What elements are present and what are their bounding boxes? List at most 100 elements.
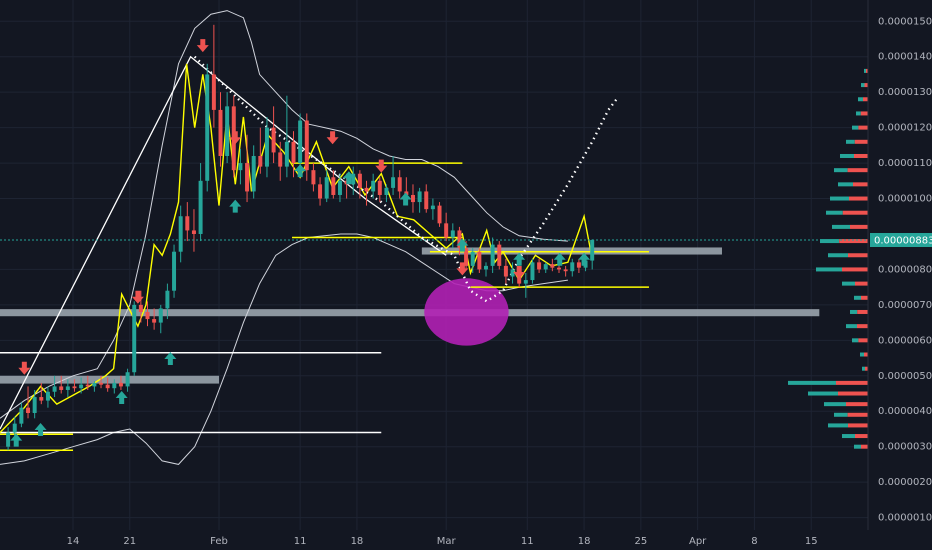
- volume-bar-up: [858, 97, 863, 102]
- candle-body: [45, 391, 50, 401]
- candle-body: [12, 423, 17, 433]
- candle-body: [430, 205, 435, 210]
- candle-body: [92, 382, 97, 387]
- candle-body: [72, 386, 77, 389]
- candle-body: [132, 304, 137, 373]
- candle-body: [357, 173, 362, 188]
- buy-signal-arrow: [164, 352, 177, 366]
- buy-signal-arrow: [553, 252, 566, 266]
- candle-body: [484, 265, 488, 270]
- volume-bar-up: [861, 83, 865, 88]
- candle-body: [26, 407, 31, 414]
- candlesticks: [6, 24, 595, 451]
- volume-bar-up: [846, 139, 855, 144]
- volume-bar-down: [858, 125, 868, 130]
- volume-bar-down: [864, 83, 868, 88]
- volume-bar-up: [846, 324, 857, 329]
- support-resistance-zones: [0, 247, 820, 384]
- candle-body: [318, 184, 323, 199]
- volume-bar-down: [854, 153, 868, 158]
- candle-body: [510, 269, 515, 277]
- volume-bar-up: [838, 182, 853, 187]
- buy-signal-arrow: [342, 171, 355, 185]
- sell-signal-arrow: [456, 262, 469, 276]
- candle-body: [291, 141, 296, 164]
- current-price-label: 0.00000883: [874, 236, 932, 247]
- candle-body: [39, 397, 44, 401]
- candle-body: [125, 372, 130, 387]
- volume-bar-up: [788, 380, 836, 385]
- candle-body: [550, 264, 555, 268]
- volume-bar-up: [826, 210, 843, 215]
- sell-signal-arrow: [196, 39, 209, 53]
- volume-bar-up: [834, 168, 848, 173]
- candle-body: [497, 244, 502, 266]
- candle-body: [457, 230, 462, 249]
- candle-body: [145, 311, 150, 320]
- highlight-circle: [424, 278, 509, 346]
- candle-body: [543, 264, 548, 270]
- candle-body: [523, 280, 528, 284]
- candle-body: [32, 397, 37, 414]
- volume-bar-down: [848, 253, 868, 258]
- volume-bar-up: [824, 402, 846, 407]
- buy-signal-arrow: [456, 238, 469, 252]
- x-tick-label: 21: [123, 536, 136, 547]
- candle-body: [410, 194, 415, 203]
- candle-body: [417, 191, 422, 203]
- volume-profile: [788, 68, 868, 449]
- volume-bar-down: [857, 309, 868, 314]
- sell-signal-arrow: [18, 361, 31, 375]
- candle-body: [138, 304, 143, 312]
- volume-bar-down: [866, 68, 868, 73]
- candle-body: [251, 155, 256, 192]
- x-tick-label: 11: [521, 536, 534, 547]
- sell-signal-arrow: [326, 131, 339, 145]
- trend-line: [0, 55, 447, 430]
- candle-body: [99, 382, 104, 385]
- candle-body: [105, 384, 110, 389]
- volume-bar-down: [842, 210, 868, 215]
- current-price-box: [870, 233, 932, 248]
- candle-body: [19, 407, 24, 424]
- candle-body: [118, 382, 123, 387]
- volume-bar-down: [861, 295, 868, 300]
- x-tick-label: 8: [751, 536, 757, 547]
- candle-body: [444, 223, 449, 238]
- volume-bar-down: [855, 434, 868, 439]
- candle-body: [245, 163, 250, 192]
- candle-body: [351, 173, 356, 185]
- volume-bar-up: [840, 153, 854, 158]
- buy-signal-arrow: [578, 252, 591, 266]
- candle-body: [238, 163, 243, 171]
- volume-bar-up: [808, 391, 838, 396]
- candle-body: [198, 180, 203, 234]
- volume-bar-down: [847, 412, 868, 417]
- volume-bar-down: [861, 444, 868, 449]
- x-tick-label: 18: [578, 536, 591, 547]
- volume-bar-down: [838, 391, 868, 396]
- volume-bar-down: [848, 423, 868, 428]
- volume-bar-down: [864, 352, 868, 357]
- candle-body: [79, 384, 84, 389]
- candle-body: [191, 230, 196, 234]
- volume-bar-down: [860, 111, 868, 116]
- candle-body: [304, 120, 309, 171]
- candle-body: [264, 127, 269, 167]
- y-tick-label: 0.00000100: [878, 513, 932, 524]
- candle-body: [85, 384, 90, 387]
- candle-body: [152, 319, 157, 323]
- volume-bar-up: [820, 239, 840, 244]
- candle-body: [225, 106, 230, 156]
- signal-arrows: [10, 39, 591, 447]
- bollinger-upper: [0, 10, 568, 419]
